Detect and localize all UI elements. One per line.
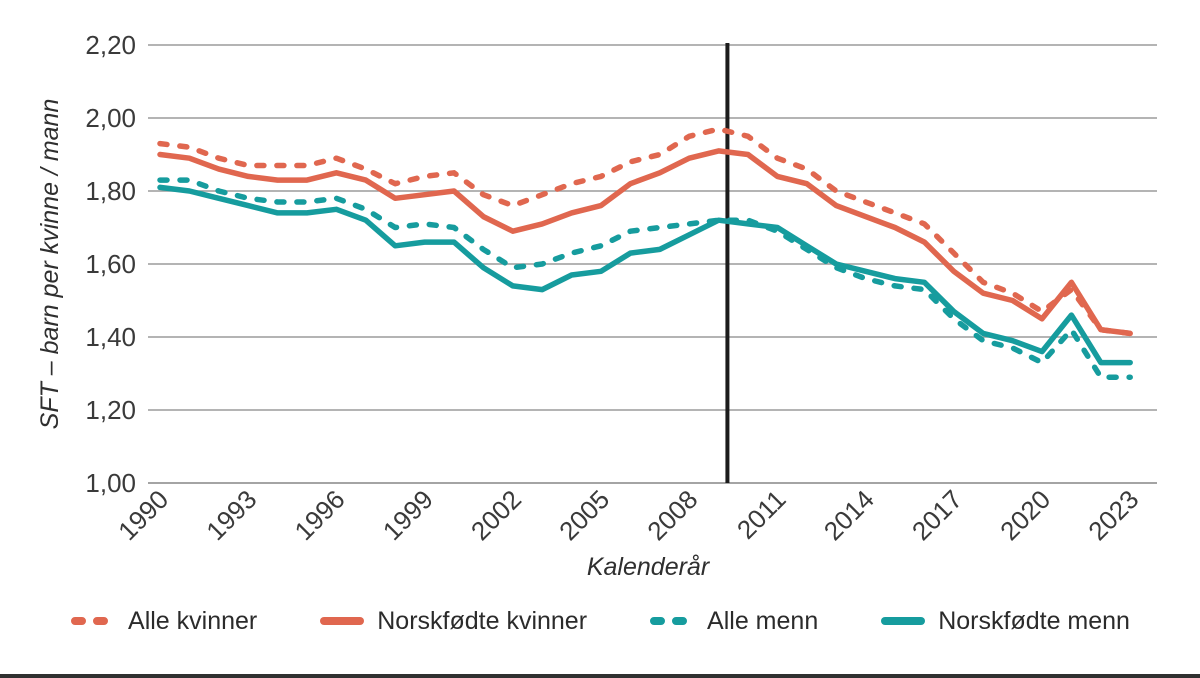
dashed-line-swatch-icon	[650, 617, 695, 625]
series-line-alle-menn	[157, 177, 1133, 380]
x-tick-label: 2005	[553, 484, 615, 546]
legend-label: Alle kvinner	[128, 606, 258, 635]
legend-label: Alle menn	[707, 606, 819, 635]
gridlines-group	[148, 44, 1157, 484]
x-tick-label: 2011	[731, 484, 792, 545]
x-axis-title: Kalenderår	[587, 553, 711, 581]
solid-line-swatch-icon	[881, 617, 926, 625]
y-axis-title: SFT – barn per kvinne / mann	[36, 99, 64, 430]
y-tick-label: 1,20	[85, 395, 136, 425]
x-tick-label: 1996	[289, 484, 351, 546]
x-tick-label: 2017	[906, 484, 968, 546]
x-tick-label: 2020	[994, 484, 1056, 546]
dashed-line-swatch-icon	[71, 617, 116, 625]
x-tick-label: 2002	[465, 484, 527, 546]
y-tick-label: 1,60	[85, 249, 136, 279]
legend-label: Norskfødte kvinner	[377, 606, 588, 635]
x-tick-label: 1999	[377, 484, 439, 546]
page-bottom-divider	[0, 674, 1200, 678]
solid-line-swatch-icon	[320, 617, 365, 625]
legend-item-norskf-dte-menn: Norskfødte menn	[880, 607, 1130, 636]
x-tick-label: 2023	[1082, 484, 1144, 546]
chart-legend: Alle kvinner Norskfødte kvinner Alle menn N…	[0, 601, 1200, 641]
y-tick-label: 1,80	[85, 176, 136, 206]
x-tick-labels-group: 1990 1993 1996 1999 2002 2005 2008 2011 2014 2017…	[112, 484, 1144, 546]
series-line-alle-kvinner	[157, 126, 1133, 337]
chart-svg: 2,202,001,801,601,401,201,00 1990 1993 199…	[36, 30, 1157, 581]
legend-item-alle-menn: Alle menn	[649, 607, 818, 636]
series-line-norskf-dte-menn	[157, 184, 1133, 366]
series-lines-group	[157, 126, 1133, 380]
legend-label: Norskfødte menn	[938, 606, 1130, 635]
y-tick-label: 1,00	[85, 468, 136, 498]
series-line-norskf-dte-kvinner	[157, 148, 1133, 337]
x-tick-label: 2008	[641, 484, 703, 546]
x-tick-label: 2014	[818, 484, 880, 546]
y-tick-label: 2,00	[85, 103, 136, 133]
x-tick-label: 1993	[200, 484, 262, 546]
legend-item-norskf-dte-kvinner: Norskfødte kvinner	[319, 607, 587, 636]
legend-item-alle-kvinner: Alle kvinner	[70, 607, 257, 636]
y-tick-label: 2,20	[85, 30, 136, 60]
y-tick-label: 1,40	[85, 322, 136, 352]
y-tick-labels-group: 2,20 2,00 1,80 1,60 1,40 1,20 1,00	[85, 30, 136, 498]
